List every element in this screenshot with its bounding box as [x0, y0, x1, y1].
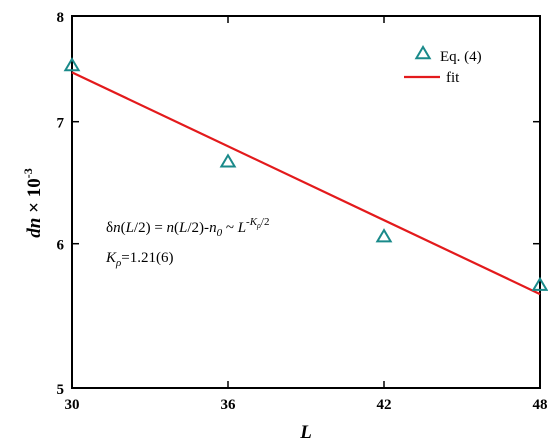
annotation-line-2: Kρ=1.21(6) [105, 250, 174, 269]
x-axis-ticks [71, 16, 541, 388]
plot-frame [71, 15, 541, 389]
y-axis-label-factor: × 10 [24, 178, 45, 217]
data-point-marker [219, 153, 237, 168]
legend-label-fit: fit [446, 70, 460, 86]
y-axis-label-exponent: -3 [21, 168, 35, 178]
y-tick-label: 5 [57, 382, 65, 398]
y-axis-ticks [72, 15, 540, 389]
x-tick-label: 42 [377, 397, 392, 413]
data-markers [63, 57, 548, 291]
legend-marker-eq4 [414, 45, 432, 60]
x-axis-tick-labels: 30 36 42 48 [65, 397, 548, 413]
y-axis-label: dn × 10-3 [21, 168, 45, 237]
y-axis-label-main: dn [24, 218, 45, 238]
y-tick-label: 6 [57, 238, 65, 254]
x-axis-label: L [299, 422, 312, 443]
legend-label-eq4: Eq. (4) [440, 49, 482, 65]
fit-line [71, 71, 541, 296]
x-tick-label: 30 [65, 397, 80, 413]
y-tick-label: 8 [57, 10, 65, 26]
data-point-marker [531, 276, 548, 291]
data-point-marker [63, 57, 81, 72]
annotation-line-1: δn(L/2) = n(L/2)-n0 ~ L-Kρ/2 [106, 216, 269, 239]
x-tick-label: 36 [221, 397, 237, 413]
x-tick-label: 48 [533, 397, 548, 413]
annotation: δn(L/2) = n(L/2)-n0 ~ L-Kρ/2 Kρ=1.21(6) [105, 216, 269, 269]
legend: Eq. (4) fit [404, 45, 482, 86]
y-tick-label: 7 [57, 116, 65, 132]
y-axis-tick-labels: 5 6 7 8 [57, 10, 65, 398]
data-point-marker [375, 228, 393, 243]
